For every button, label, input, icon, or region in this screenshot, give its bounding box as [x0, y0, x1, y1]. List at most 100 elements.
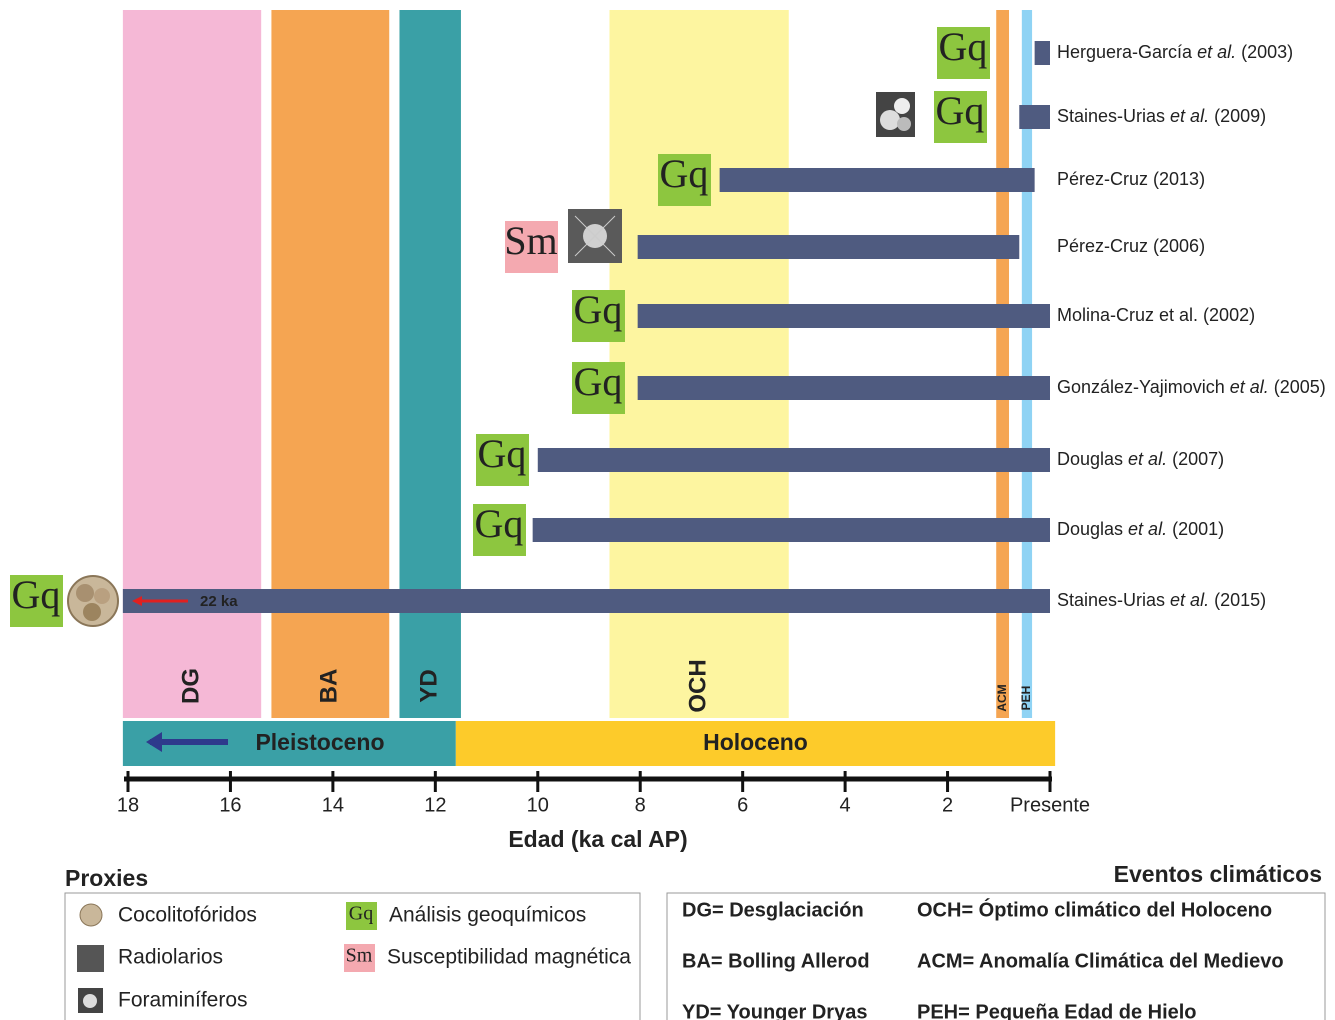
- period-label: OCH: [684, 659, 711, 712]
- study-label-part: Pérez-Cruz: [1057, 169, 1148, 189]
- proxy-box: [934, 91, 987, 143]
- pleistocene-arrow-head: [146, 732, 162, 752]
- period-label: ACM: [995, 684, 1009, 711]
- proxy-box: [10, 575, 63, 627]
- proxy-box: [476, 434, 529, 486]
- study-label-part: (2015): [1214, 590, 1266, 610]
- study-bar: [1034, 41, 1050, 65]
- study-bar: [1019, 105, 1050, 129]
- legend-label: Susceptibilidad magnética: [387, 946, 631, 969]
- proxy-code: Gq: [574, 359, 623, 404]
- proxy-code: Gq: [939, 24, 988, 69]
- study-label: Herguera-García et al. (2003): [1057, 42, 1293, 62]
- proxy-code: Gq: [475, 501, 524, 546]
- study-bar: [637, 304, 1050, 328]
- study-label: Molina-Cruz et al. (2002): [1057, 305, 1255, 325]
- study-label-part: et al.: [1170, 590, 1209, 610]
- proxy-code: Gq: [12, 572, 61, 617]
- legend-event: PEH= Pequeña Edad de Hielo: [917, 1001, 1197, 1020]
- study-label-part: et al.: [1170, 106, 1209, 126]
- study-bar: [532, 518, 1050, 542]
- x-tick-label: 12: [424, 794, 446, 816]
- legend: Cocolitofóridos Radiolarios Foraminíferos G…: [118, 897, 1284, 1020]
- legend-label: Radiolarios: [118, 946, 223, 969]
- epoch-label: Pleistoceno: [255, 729, 384, 755]
- study-label-part: (2007): [1172, 449, 1224, 469]
- study-label-part: (2013): [1153, 169, 1205, 189]
- study-bar: [637, 376, 1050, 400]
- study-label-part: Staines-Urias: [1057, 590, 1165, 610]
- legend-code: Gq: [349, 903, 373, 925]
- radiolarian-icon: [568, 209, 622, 263]
- study-bar: [719, 168, 1035, 192]
- period-label: BA: [316, 669, 343, 704]
- study-label-part: Douglas: [1057, 519, 1123, 539]
- bars: Gq Herguera-García et al. (2003)Gq Staines-U…: [10, 24, 1326, 627]
- proxy-box: [473, 504, 526, 556]
- legend-label: Cocolitofóridos: [118, 904, 257, 927]
- study-label-part: González-Yajimovich: [1057, 377, 1225, 397]
- x-tick-label: 14: [322, 794, 344, 816]
- study-label-part: (2005): [1274, 377, 1326, 397]
- study-label-part: (2006): [1153, 236, 1205, 256]
- legend-swatch: [344, 944, 375, 972]
- study-label-part: Pérez-Cruz: [1057, 236, 1148, 256]
- proxy-box: [658, 154, 711, 206]
- study-label-part: et al.: [1128, 519, 1167, 539]
- period-label: DG: [177, 668, 204, 704]
- proxy-code: Gq: [478, 431, 527, 476]
- foraminifera-icon: [876, 92, 915, 137]
- legend-event: YD= Younger Dryas: [682, 1001, 867, 1020]
- study-label: González-Yajimovich et al. (2005): [1057, 377, 1326, 397]
- proxy-code: Gq: [574, 287, 623, 332]
- period-label: YD: [416, 669, 443, 702]
- x-axis: 18 16 14 12 10 8 6 4 2 Presente: [117, 771, 1090, 816]
- study-label: Staines-Urias et al. (2015): [1057, 590, 1266, 610]
- legend-event: OCH= Óptimo climático del Holoceno: [917, 897, 1272, 921]
- x-tick-label: 18: [117, 794, 139, 816]
- epoch-bar: [455, 721, 1056, 766]
- study-label-part: Staines-Urias: [1057, 106, 1165, 126]
- proxy-code: Sm: [504, 218, 557, 263]
- x-tick-label: 6: [737, 794, 748, 816]
- x-tick-label: 2: [942, 794, 953, 816]
- study-label: Douglas et al. (2001): [1057, 519, 1224, 539]
- legend-label: Análisis geoquímicos: [389, 904, 586, 927]
- study-label-part: et al.: [1197, 42, 1236, 62]
- study-bar: [537, 448, 1050, 472]
- legend-title: Eventos climáticos: [1114, 861, 1322, 887]
- period-band: [1021, 10, 1033, 718]
- study-label: Staines-Urias et al. (2009): [1057, 106, 1266, 126]
- study-bar: [637, 235, 1020, 259]
- legend-box: [666, 892, 1326, 1020]
- x-tick-label: 10: [527, 794, 549, 816]
- x-tick-label: 8: [635, 794, 646, 816]
- x-axis-label: Edad (ka cal AP): [508, 826, 687, 852]
- legend-icons: [77, 903, 104, 1013]
- epoch-label: Holoceno: [703, 729, 808, 755]
- coccolith-icon: [67, 575, 119, 627]
- legend-box: [64, 892, 641, 1020]
- annotation: 22 ka: [200, 593, 238, 610]
- x-tick-label: 16: [219, 794, 241, 816]
- study-label-part: Herguera-García: [1057, 42, 1193, 62]
- legend-label: Foraminíferos: [118, 989, 248, 1012]
- legend-event: DG= Desglaciación: [682, 899, 864, 921]
- study-label-part: et al.: [1230, 377, 1269, 397]
- x-tick-label: Presente: [1010, 794, 1090, 816]
- legend-event: ACM= Anomalía Climática del Medievo: [917, 950, 1284, 972]
- x-tick-label: 4: [840, 794, 851, 816]
- study-label-part: (2003): [1241, 42, 1293, 62]
- legend-swatch: [346, 902, 377, 930]
- legend-event: BA= Bolling Allerod: [682, 950, 870, 972]
- arrow-head: [132, 596, 142, 606]
- legend-title: Proxies: [65, 865, 148, 891]
- study-label-part: (2001): [1172, 519, 1224, 539]
- period-label: PEH: [1019, 686, 1033, 711]
- study-label-part: (2002): [1203, 305, 1255, 325]
- proxy-box: [572, 362, 625, 414]
- study-label-part: et al.: [1128, 449, 1167, 469]
- proxy-box: [505, 221, 558, 273]
- proxy-box: [937, 27, 990, 79]
